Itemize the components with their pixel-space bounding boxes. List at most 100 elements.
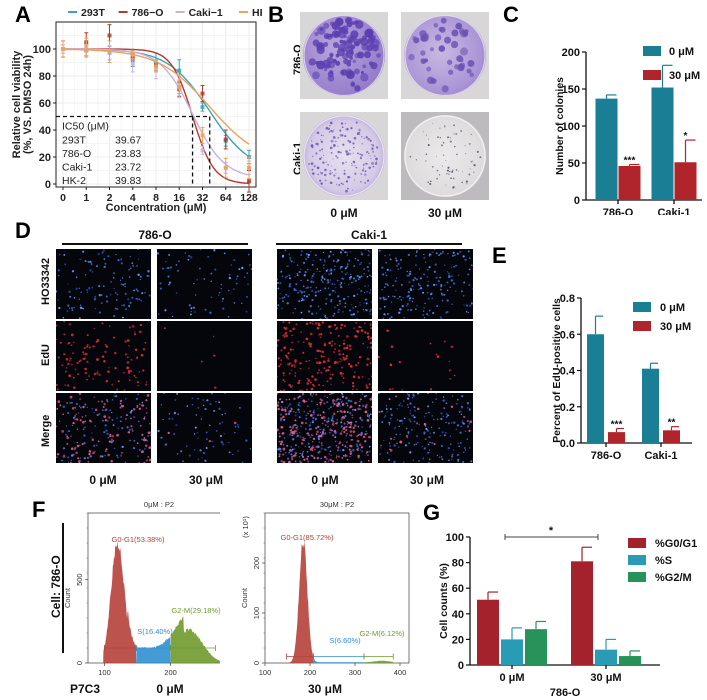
- svg-text:80: 80: [452, 558, 464, 570]
- svg-text:786-O: 786-O: [603, 207, 634, 215]
- svg-text:128: 128: [240, 192, 258, 204]
- svg-text:23.83: 23.83: [115, 148, 141, 160]
- svg-text:%S: %S: [655, 555, 672, 567]
- svg-text:20: 20: [39, 152, 51, 164]
- micro-image-merge-3: [277, 393, 372, 463]
- svg-text:200: 200: [164, 668, 177, 677]
- svg-text:Percent of EdU-positive cells: Percent of EdU-positive cells: [551, 298, 563, 443]
- panel-label-c: C: [503, 2, 519, 27]
- svg-text:100: 100: [252, 607, 261, 620]
- svg-text:100: 100: [562, 121, 580, 133]
- svg-text:0: 0: [574, 195, 580, 207]
- panel-label-a: A: [15, 2, 31, 27]
- svg-text:Count: Count: [63, 587, 72, 608]
- svg-text:20: 20: [452, 634, 464, 646]
- group-line-786o: [62, 243, 248, 245]
- micro-image-merge-4: [378, 393, 473, 463]
- svg-text:786-O: 786-O: [62, 148, 91, 160]
- col-label-30um: 30 μM: [427, 206, 463, 220]
- svg-text:G2-M(29.18%): G2-M(29.18%): [171, 606, 220, 615]
- svg-text:Count: Count: [240, 587, 249, 608]
- svg-text:293T: 293T: [62, 135, 87, 147]
- svg-text:32: 32: [197, 192, 209, 204]
- svg-text:1: 1: [83, 192, 89, 204]
- panel-label-d: D: [15, 218, 31, 243]
- chart-c-colonies: 0 50 100 150 200 Number of colonies 786-O *** Ca…: [554, 46, 702, 215]
- flow-histogram-0um: 0μM : P2 G0-G1(53.38%) S(16.40%) G2-M(29.18…: [63, 500, 220, 680]
- micro-image-edu-1: [56, 321, 151, 391]
- svg-text:0 μM: 0 μM: [669, 46, 694, 58]
- svg-text:0.4: 0.4: [560, 366, 576, 378]
- colony-dish-786o-30um: [401, 12, 489, 99]
- svg-text:150: 150: [562, 84, 580, 96]
- chart-g-cell-cycle: 0 20 40 60 80 100 Cell counts (%) 0 μM 30 μM %G0/…: [438, 525, 697, 699]
- svg-text:0 μM: 0 μM: [660, 302, 685, 314]
- svg-text:39.83: 39.83: [115, 175, 141, 187]
- svg-text:Relative cell viability(%, VS.: Relative cell viability(%, VS. DMSO 24h): [11, 50, 34, 158]
- svg-text:(x 10¹): (x 10¹): [241, 516, 250, 538]
- svg-text:S(16.40%): S(16.40%): [137, 627, 173, 636]
- group-line-caki1: [276, 243, 462, 245]
- svg-text:786-O: 786-O: [550, 687, 581, 699]
- svg-text:IC50 (μM): IC50 (μM): [62, 121, 109, 133]
- micro-image-edu-4: [378, 321, 473, 391]
- row-label-merge: Merge: [40, 414, 52, 447]
- micro-image-ho33342-3: [277, 249, 372, 319]
- svg-text:8: 8: [153, 192, 159, 204]
- svg-text:0μM : P2: 0μM : P2: [144, 500, 174, 509]
- d-col-label-3: 0 μM: [311, 473, 339, 487]
- svg-text:0: 0: [252, 661, 261, 665]
- svg-text:30μM : P2: 30μM : P2: [320, 500, 354, 509]
- group-label-caki1: Caki-1: [350, 228, 388, 242]
- svg-text:HK−2: HK−2: [252, 7, 262, 19]
- micro-image-ho33342-4: [378, 249, 473, 319]
- svg-text:30 μM: 30 μM: [660, 321, 691, 333]
- svg-text:G0-G1(85.72%): G0-G1(85.72%): [281, 533, 334, 542]
- svg-text:Concentration (μM): Concentration (μM): [106, 202, 207, 214]
- d-col-label-2: 30 μM: [188, 473, 224, 487]
- svg-text:30 μM: 30 μM: [590, 672, 621, 684]
- row-label-edu: EdU: [40, 344, 52, 366]
- d-col-label-1: 0 μM: [89, 473, 117, 487]
- svg-text:64: 64: [220, 192, 232, 204]
- svg-text:Caki−1: Caki−1: [189, 7, 223, 19]
- svg-text:30 μM: 30 μM: [669, 70, 700, 82]
- svg-text:23.72: 23.72: [115, 162, 141, 174]
- svg-text:0: 0: [458, 660, 464, 672]
- svg-text:60: 60: [452, 583, 464, 595]
- svg-text:200: 200: [304, 668, 317, 677]
- svg-text:100: 100: [33, 44, 51, 56]
- d-col-label-4: 30 μM: [409, 473, 445, 487]
- svg-text:80: 80: [39, 71, 51, 83]
- svg-text:*: *: [549, 525, 554, 537]
- panel-label-g: G: [423, 500, 441, 525]
- svg-text:S(6.60%): S(6.60%): [329, 636, 361, 645]
- group-label-786o: 786-O: [138, 228, 172, 242]
- colony-dish-786o-0um: [300, 12, 388, 99]
- svg-text:0 μM: 0 μM: [499, 672, 524, 684]
- flow-histogram-30um: 30μM : P2 G0-G1(85.72%) S(6.60%)G2-M(6.12%…: [240, 500, 410, 680]
- micro-image-ho33342-2: [157, 249, 252, 319]
- svg-text:***: ***: [611, 420, 623, 431]
- svg-text:39.67: 39.67: [115, 135, 141, 147]
- row-label-ho33342: HO33342: [40, 257, 52, 305]
- svg-text:2: 2: [107, 192, 113, 204]
- micro-image-edu-2: [157, 321, 252, 391]
- svg-text:HK-2: HK-2: [62, 175, 86, 187]
- svg-text:PI PE-A: PI PE-A: [330, 678, 357, 680]
- svg-text:293T: 293T: [81, 7, 106, 19]
- f-col-label-30um: 30 μM: [307, 682, 343, 696]
- micro-image-edu-3: [277, 321, 372, 391]
- colony-dish-caki1-0um: [300, 112, 388, 200]
- svg-text:G2-M(6.12%): G2-M(6.12%): [359, 629, 405, 638]
- chart-a-dose-response: 0 20 40 60 80 100 0 1 2 4 8 16 32 64 128 Concentration …: [11, 7, 262, 214]
- svg-text:**: **: [668, 418, 676, 429]
- svg-text:16: 16: [173, 192, 185, 204]
- svg-text:%G0/G1: %G0/G1: [655, 538, 697, 550]
- svg-text:300: 300: [349, 668, 362, 677]
- row-bracket-line: [62, 523, 64, 653]
- svg-text:Caki-1: Caki-1: [644, 450, 677, 462]
- panel-label-f: F: [32, 497, 46, 522]
- micro-image-merge-1: [56, 393, 151, 463]
- svg-text:*: *: [684, 131, 688, 142]
